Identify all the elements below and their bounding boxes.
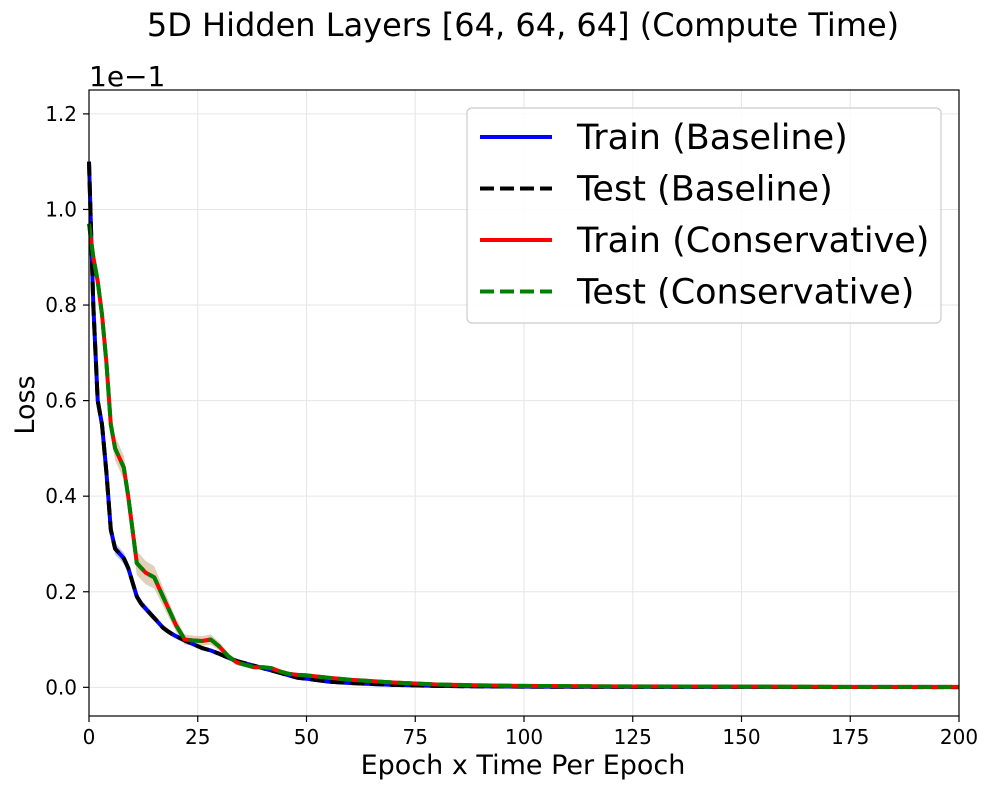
line-series-1 bbox=[87, 161, 960, 690]
legend-box bbox=[466, 107, 942, 324]
chart-title: 5D Hidden Layers [64, 64, 64] (Compute T… bbox=[147, 6, 899, 44]
legend-label-0: Train (Baseline) bbox=[576, 118, 848, 158]
y-tick-label-1: 0.2 bbox=[45, 580, 77, 604]
y-tick-label-3: 0.6 bbox=[45, 389, 77, 413]
x-tick-label-3: 75 bbox=[403, 725, 428, 749]
x-tick-label-5: 125 bbox=[614, 725, 652, 749]
legend-label-3: Test (Conservative) bbox=[576, 273, 914, 313]
legend-label-1: Test (Baseline) bbox=[576, 170, 833, 210]
y-tick-label-0: 0.0 bbox=[45, 675, 77, 699]
y-axis-label: Loss bbox=[10, 375, 41, 434]
x-tick-label-8: 200 bbox=[940, 725, 978, 749]
y-tick-label-5: 1.0 bbox=[45, 197, 77, 221]
x-tick-label-1: 25 bbox=[185, 725, 210, 749]
x-tick-label-7: 175 bbox=[831, 725, 869, 749]
line-series-3 bbox=[87, 223, 959, 689]
axis-ticks: 0 25 50 75 100 125 150 175 200 0.0 0.2 0.4 0.6 0.8 1.0… bbox=[45, 102, 978, 749]
legend-label-2: Train (Conservative) bbox=[576, 221, 929, 261]
legend: Train (Baseline) Test (Baseline) Train (Co… bbox=[466, 107, 942, 324]
y-tick-label-4: 0.8 bbox=[45, 293, 77, 317]
y-tick-label-6: 1.2 bbox=[45, 102, 77, 126]
series-lines bbox=[87, 161, 960, 690]
x-tick-label-6: 150 bbox=[722, 725, 760, 749]
x-tick-label-2: 50 bbox=[294, 725, 319, 749]
x-axis-label: Epoch x Time Per Epoch bbox=[361, 750, 686, 781]
y-offset-label: 1e−1 bbox=[89, 60, 165, 93]
x-tick-label-0: 0 bbox=[83, 725, 96, 749]
x-tick-label-4: 100 bbox=[505, 725, 543, 749]
y-tick-label-2: 0.4 bbox=[45, 484, 77, 508]
